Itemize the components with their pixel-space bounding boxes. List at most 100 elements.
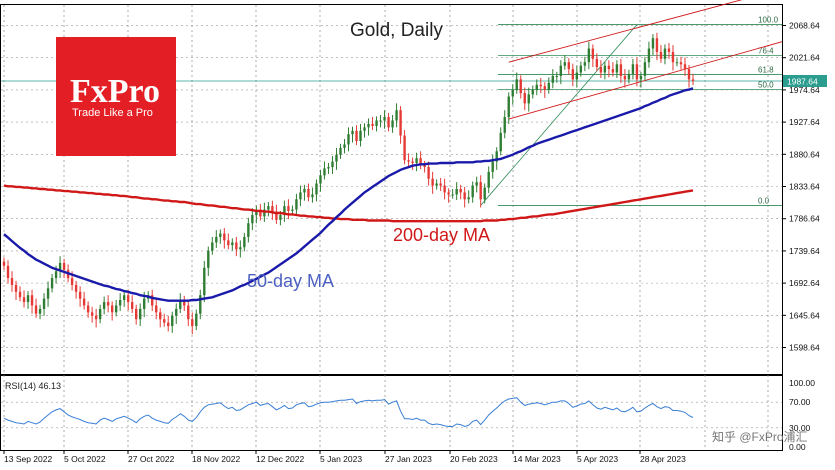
candle-body xyxy=(267,206,270,210)
candle-body xyxy=(383,117,386,121)
candle-body xyxy=(167,322,170,327)
candle-body xyxy=(623,75,627,80)
candle-body xyxy=(139,308,142,320)
candle-body xyxy=(439,183,442,186)
candle-body xyxy=(591,48,595,59)
candle-body xyxy=(38,308,42,314)
candle-body xyxy=(579,65,583,73)
price-tick-label: 1786.64 xyxy=(789,214,820,224)
candle-body xyxy=(587,48,591,63)
candle-body xyxy=(599,67,603,73)
ma50-label: 50-day MA xyxy=(247,271,334,291)
candle-body xyxy=(86,305,90,313)
logo-tagline: Trade Like a Pro xyxy=(72,107,153,119)
price-tick-label: 2068.64 xyxy=(789,20,820,30)
candle-body xyxy=(487,171,490,188)
candle-body xyxy=(90,312,94,316)
candle-body xyxy=(395,110,398,121)
time-tick-label: 12 Dec 2022 xyxy=(256,454,304,464)
candle-body xyxy=(130,302,134,309)
candle-body xyxy=(667,48,671,52)
rsi-line xyxy=(3,397,694,428)
candle-body xyxy=(543,86,546,90)
price-frame xyxy=(0,4,783,375)
candle-body xyxy=(155,305,158,313)
candle-body xyxy=(603,65,607,73)
candle-body xyxy=(94,315,98,320)
candle-body xyxy=(407,160,410,162)
candles xyxy=(2,32,695,335)
channel-upper xyxy=(508,0,743,63)
fxpro-logo: FxPro Trade Like a Pro xyxy=(56,37,176,156)
candle-body xyxy=(299,192,302,200)
candle-body xyxy=(423,165,426,168)
candle-body xyxy=(110,305,114,313)
candle-body xyxy=(607,65,611,70)
candle-body xyxy=(118,300,122,306)
rsi-tick-label: 70.00 xyxy=(789,397,811,407)
candle-body xyxy=(451,194,454,196)
candle-body xyxy=(691,79,695,81)
candle-body xyxy=(355,130,358,142)
candle-body xyxy=(183,300,186,306)
candle-body xyxy=(62,263,66,270)
candle-body xyxy=(227,240,230,246)
time-tick-label: 14 Mar 2023 xyxy=(513,454,561,464)
candle-body xyxy=(159,312,162,320)
candle-body xyxy=(519,79,522,94)
current-price-tag xyxy=(783,74,827,87)
current-price-label: 1987.64 xyxy=(787,76,818,86)
candle-body xyxy=(535,84,538,90)
candle-body xyxy=(399,110,402,136)
candle-body xyxy=(279,215,282,220)
candle-body xyxy=(14,284,18,292)
rsi-tick-label: 30.00 xyxy=(789,423,811,433)
candle-body xyxy=(435,183,438,186)
logo-brand: FxPro xyxy=(70,73,161,110)
candle-body xyxy=(651,38,655,49)
candle-body xyxy=(78,291,82,299)
price-tick-label: 1833.64 xyxy=(789,182,820,192)
candle-body xyxy=(26,295,30,303)
candle-body xyxy=(243,236,246,248)
candle-body xyxy=(659,51,663,59)
price-tick-label: 1598.64 xyxy=(789,343,820,353)
candle-body xyxy=(143,298,146,309)
candle-body xyxy=(195,313,198,327)
candle-body xyxy=(527,94,530,104)
candle-body xyxy=(635,64,639,80)
candle-body xyxy=(126,295,130,303)
time-tick-label: 18 Nov 2022 xyxy=(192,454,240,464)
price-tick-label: 1739.64 xyxy=(789,246,820,256)
candle-body xyxy=(555,75,558,77)
candle-body xyxy=(106,302,110,306)
fib-label: 100.0 xyxy=(758,16,779,25)
candle-body xyxy=(315,183,318,195)
candle-body xyxy=(567,62,571,70)
candle-body xyxy=(58,263,62,272)
candle-body xyxy=(114,305,118,313)
candle-body xyxy=(371,123,374,126)
candle-body xyxy=(463,192,466,200)
candle-body xyxy=(363,127,366,131)
time-tick-label: 27 Jan 2023 xyxy=(385,454,432,464)
candle-body xyxy=(271,206,274,212)
candle-body xyxy=(331,161,334,168)
rsi-panel: 100.00 70.00 30.00 0.00 xyxy=(1,378,815,452)
candle-body xyxy=(255,209,258,216)
rsi-frame xyxy=(0,375,783,451)
candle-body xyxy=(547,82,550,90)
candle-body xyxy=(10,278,14,285)
candle-body xyxy=(347,134,350,145)
candle-body xyxy=(375,120,378,126)
candle-body xyxy=(467,197,470,200)
candle-body xyxy=(507,96,510,118)
candle-body xyxy=(475,182,478,186)
candle-body xyxy=(359,130,362,142)
candle-body xyxy=(187,305,190,320)
candle-body xyxy=(179,300,182,309)
candle-body xyxy=(223,233,226,241)
candle-body xyxy=(319,175,322,184)
candle-body xyxy=(675,62,679,64)
